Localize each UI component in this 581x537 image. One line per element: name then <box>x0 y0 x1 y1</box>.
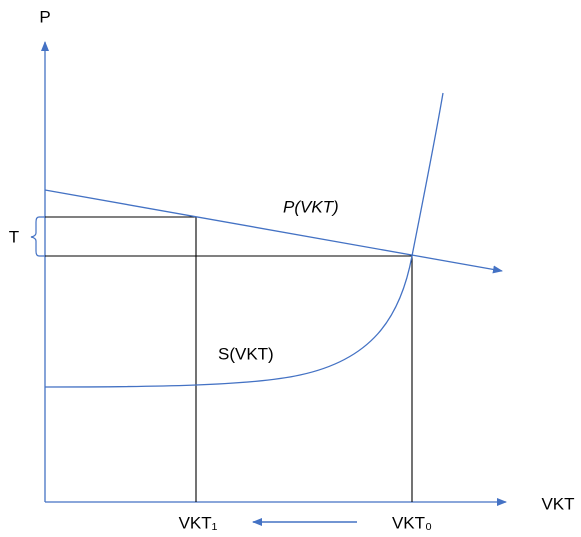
demand-curve <box>44 189 503 274</box>
supply-curve <box>44 92 444 388</box>
vkt0-label: VKT₀ <box>392 513 432 532</box>
demand-label: P(VKT) <box>283 197 339 216</box>
x-axis-label: VKT <box>541 494 574 513</box>
guide-vkt1 <box>45 216 197 502</box>
y-axis-label: P <box>39 7 50 26</box>
toll-label: T <box>9 227 19 246</box>
supply-label: S(VKT) <box>218 344 274 363</box>
vkt1-label: VKT₁ <box>179 513 218 532</box>
toll-bracket <box>30 216 45 257</box>
guide-vkt0 <box>45 255 413 502</box>
